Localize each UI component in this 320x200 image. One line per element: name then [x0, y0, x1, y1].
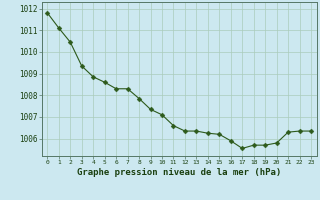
X-axis label: Graphe pression niveau de la mer (hPa): Graphe pression niveau de la mer (hPa) [77, 168, 281, 177]
